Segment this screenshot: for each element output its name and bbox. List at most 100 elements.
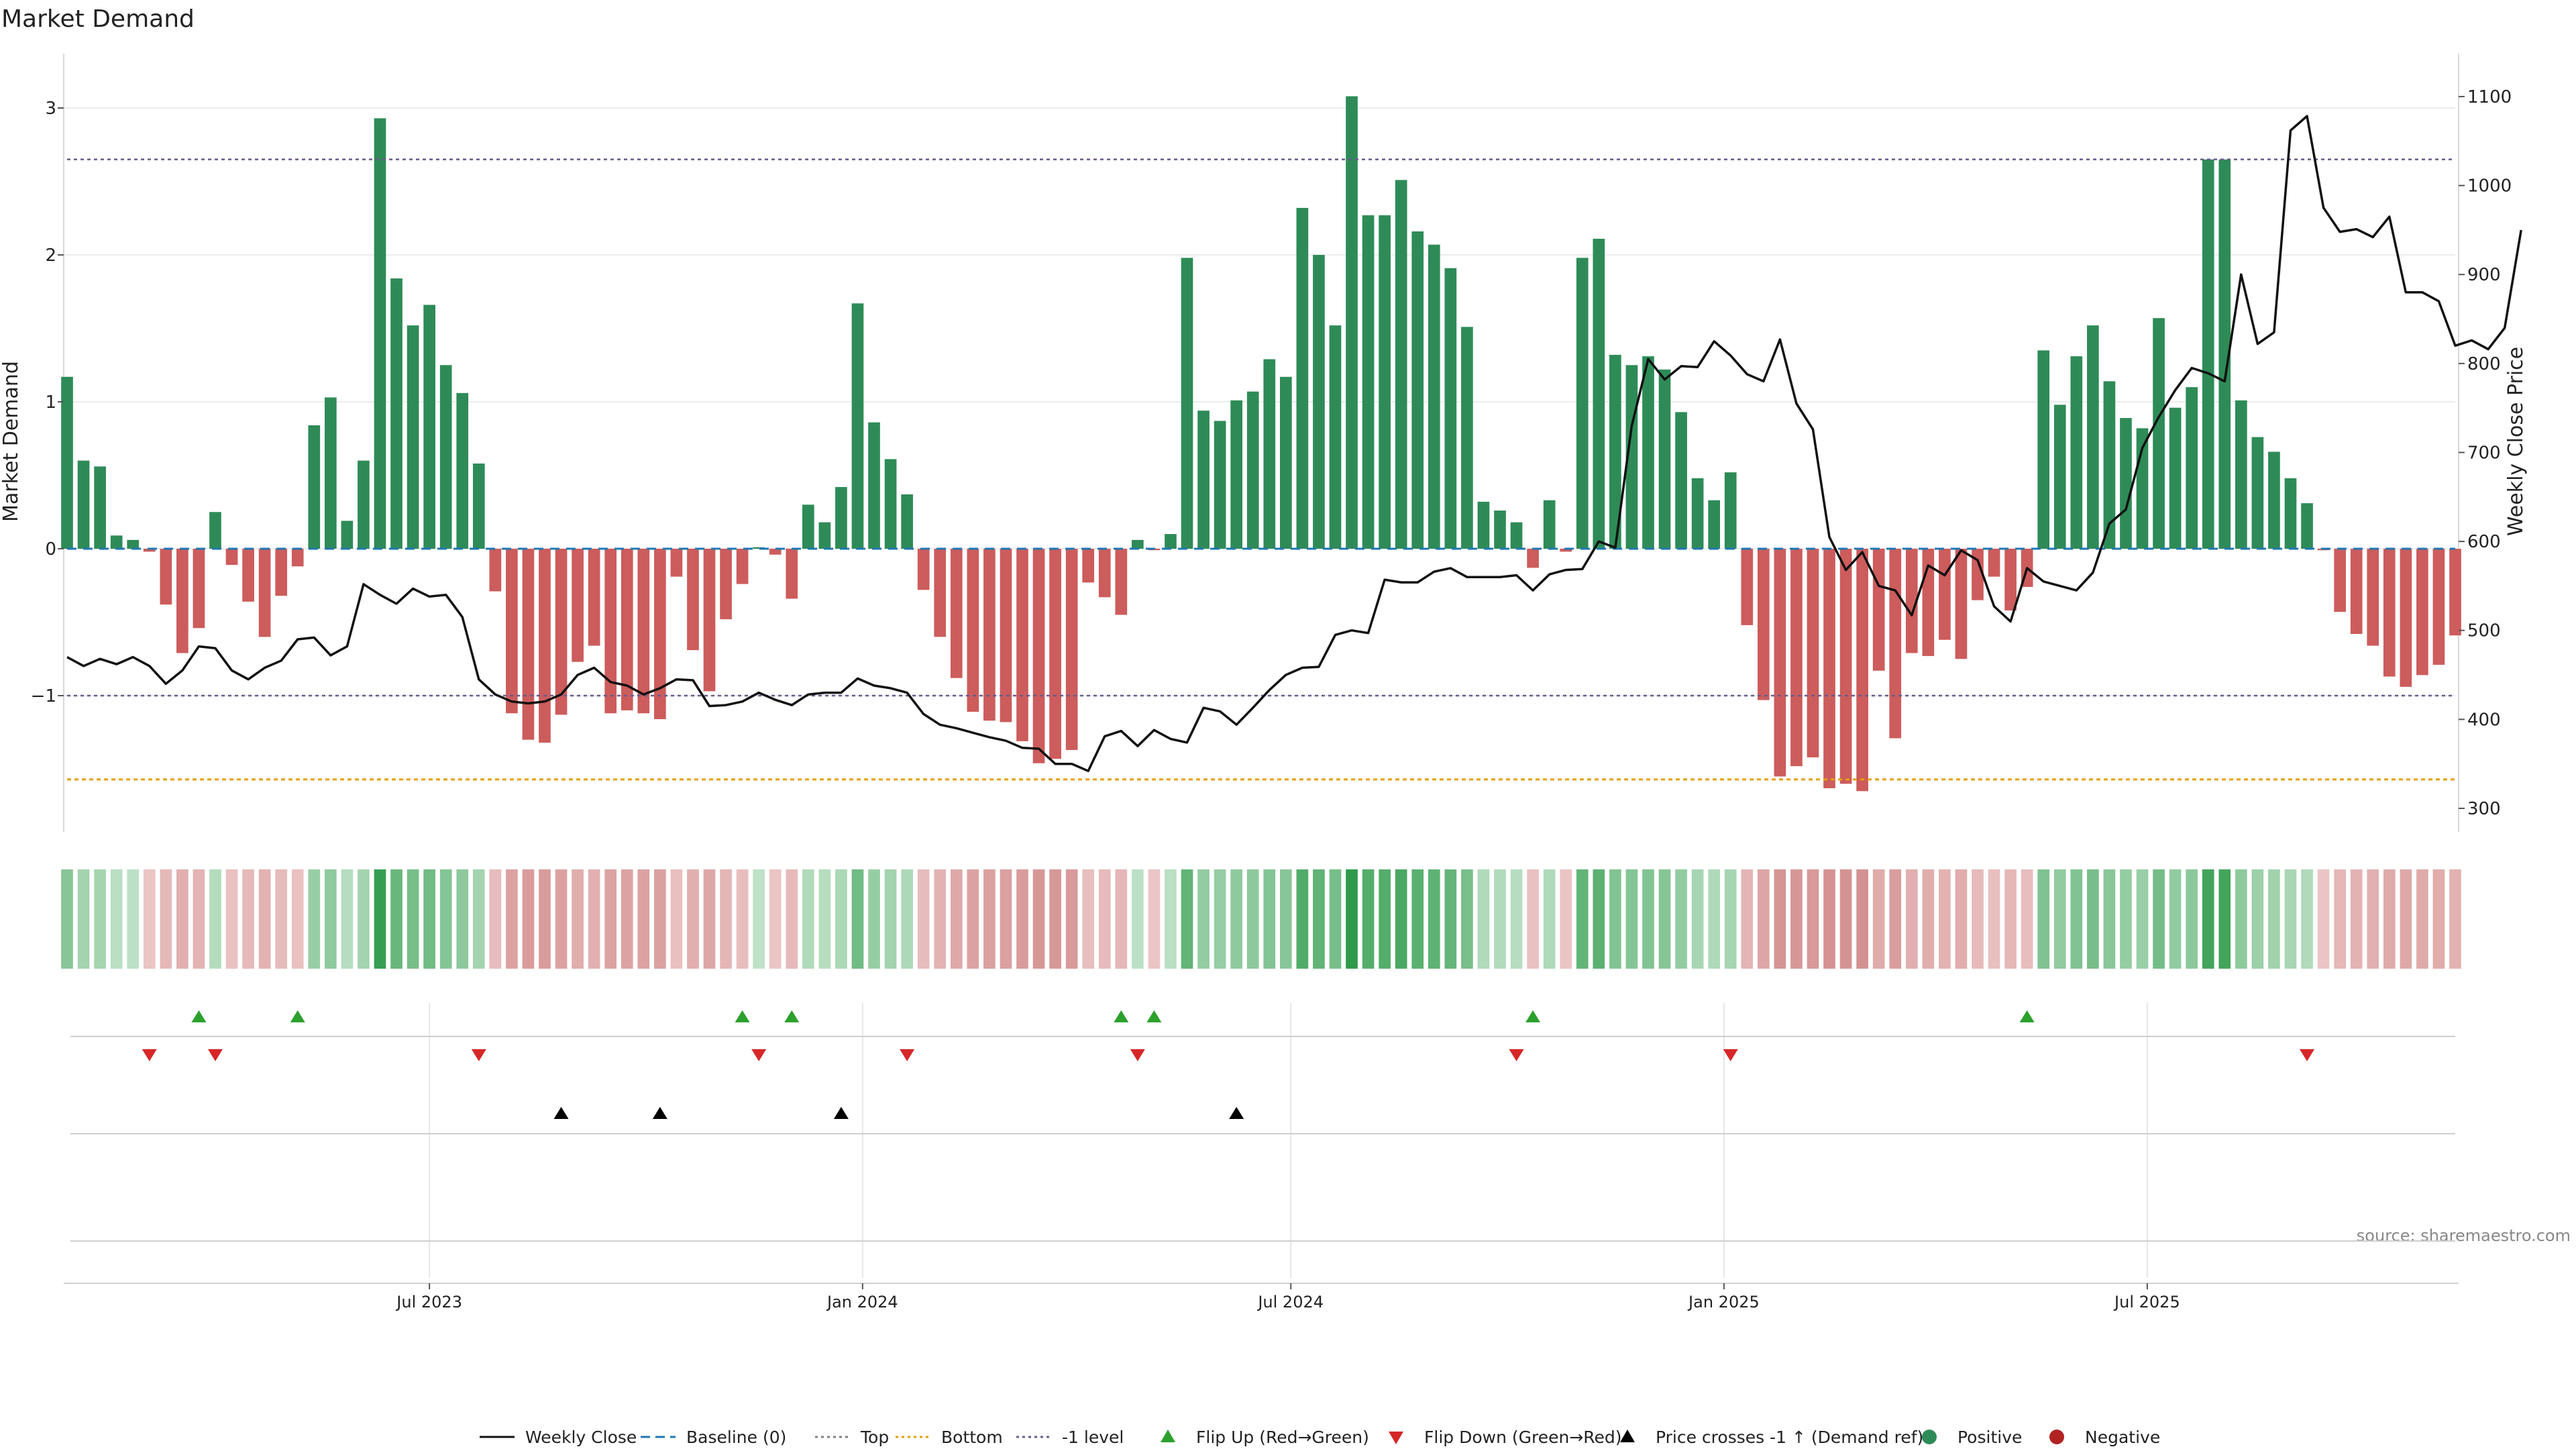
- heat-cell: [2021, 869, 2033, 969]
- y-tick-left-label: −1: [31, 686, 56, 706]
- demand-bar: [1741, 549, 1754, 625]
- heat-cell: [2186, 869, 2198, 969]
- demand-bar: [621, 549, 633, 710]
- heat-cell: [654, 869, 666, 969]
- chart-title: Market Demand: [1, 5, 195, 33]
- legend: Weekly Close Baseline (0) Top Bottom -1 leve…: [480, 1428, 2160, 1447]
- heat-cell: [2383, 869, 2396, 969]
- demand-bar: [950, 549, 963, 678]
- y-tick-right-label: 500: [2467, 621, 2501, 641]
- demand-bar: [1872, 549, 1885, 671]
- demand-bar: [143, 549, 156, 552]
- demand-bar: [275, 549, 288, 596]
- heat-cell: [275, 869, 288, 969]
- demand-bar: [1296, 207, 1309, 549]
- heat-cell: [1576, 869, 1589, 969]
- demand-bar: [2120, 418, 2132, 549]
- demand-bar: [77, 460, 90, 549]
- demand-bar: [1082, 549, 1095, 583]
- heat-cell: [769, 869, 782, 969]
- heat-cell: [539, 869, 551, 969]
- heat-cell: [1939, 869, 1951, 969]
- y-axis-label-left: Market Demand: [0, 361, 23, 522]
- heat-cell: [1214, 869, 1226, 969]
- legend-swatch-triangle-up: [1161, 1430, 1175, 1442]
- legend-label: Price crosses -1 ↑ (Demand ref): [1656, 1428, 1923, 1447]
- legend-label: Flip Down (Green→Red): [1424, 1428, 1622, 1447]
- demand-bar: [2186, 387, 2198, 549]
- heat-cell: [687, 869, 699, 969]
- demand-bar: [2449, 549, 2461, 636]
- demand-bar: [1790, 549, 1803, 767]
- heat-cell: [160, 869, 172, 969]
- demand-bar: [901, 494, 913, 549]
- demand-bar: [341, 521, 354, 549]
- heat-cell: [1346, 869, 1358, 969]
- demand-bar: [423, 305, 435, 549]
- heat-cell: [1625, 869, 1638, 969]
- demand-bar: [2334, 549, 2346, 612]
- demand-bar: [127, 539, 140, 549]
- flip-up-marker: [784, 1010, 800, 1022]
- legend-label: Weekly Close: [525, 1428, 637, 1447]
- y-tick-right-label: 600: [2467, 532, 2501, 552]
- demand-bar: [390, 278, 402, 549]
- grid-lines: [64, 107, 2455, 1278]
- heat-cell: [390, 869, 402, 969]
- heat-cell: [1246, 869, 1259, 969]
- heat-cell: [2103, 869, 2116, 969]
- demand-bar: [2169, 407, 2182, 549]
- heat-cell: [1708, 869, 1721, 969]
- demand-bar: [1444, 268, 1457, 549]
- legend-label: Flip Up (Red→Green): [1196, 1428, 1369, 1447]
- heat-cell: [324, 869, 337, 969]
- demand-bar: [555, 549, 568, 715]
- y-ticks-right: 300 400 500 600 700 800 900 1000 1100: [2459, 87, 2512, 819]
- heat-cell: [2070, 869, 2083, 969]
- demand-bar: [736, 549, 749, 584]
- demand-bar: [2037, 350, 2050, 549]
- y-tick-right-label: 1100: [2467, 87, 2512, 107]
- demand-bar: [539, 549, 551, 743]
- demand-bar: [1181, 258, 1193, 549]
- demand-bar: [637, 549, 650, 714]
- demand-bar: [967, 549, 979, 712]
- demand-bar: [1362, 215, 1375, 549]
- demand-bar: [374, 118, 386, 549]
- heat-cell: [291, 869, 304, 969]
- flip-down-marker: [2300, 1049, 2315, 1061]
- legend-item-bottom: Bottom: [896, 1428, 1003, 1447]
- heat-cell: [720, 869, 732, 969]
- heat-cell: [637, 869, 650, 969]
- demand-bar: [193, 549, 205, 629]
- heat-cell: [1279, 869, 1292, 969]
- heat-cell: [358, 869, 370, 969]
- demand-bar: [1263, 359, 1276, 549]
- heat-cell: [1741, 869, 1754, 969]
- heat-cell: [588, 869, 600, 969]
- demand-bar: [242, 549, 254, 602]
- heat-cell: [1461, 869, 1473, 969]
- legend-label: Baseline (0): [686, 1428, 786, 1447]
- heat-cell: [407, 869, 419, 969]
- demand-bar: [1724, 472, 1737, 549]
- heat-cell: [1197, 869, 1210, 969]
- demand-bar: [1000, 549, 1012, 722]
- heat-cell: [1543, 869, 1556, 969]
- heat-cell: [143, 869, 156, 969]
- heat-cell: [77, 869, 90, 969]
- flip-up-marker: [1114, 1010, 1129, 1022]
- y-tick-left-label: 3: [45, 99, 56, 119]
- demand-bar: [1214, 421, 1226, 549]
- legend-label: Top: [860, 1428, 889, 1447]
- heat-cell: [1444, 869, 1457, 969]
- reference-lines: [67, 158, 2455, 781]
- demand-bar: [2153, 318, 2165, 549]
- heat-cell: [94, 869, 106, 969]
- heat-cell: [489, 869, 502, 969]
- demand-bar: [1527, 549, 1539, 568]
- price-cross-marker: [833, 1107, 849, 1119]
- heat-cell: [2432, 869, 2445, 969]
- heat-cell: [1691, 869, 1704, 969]
